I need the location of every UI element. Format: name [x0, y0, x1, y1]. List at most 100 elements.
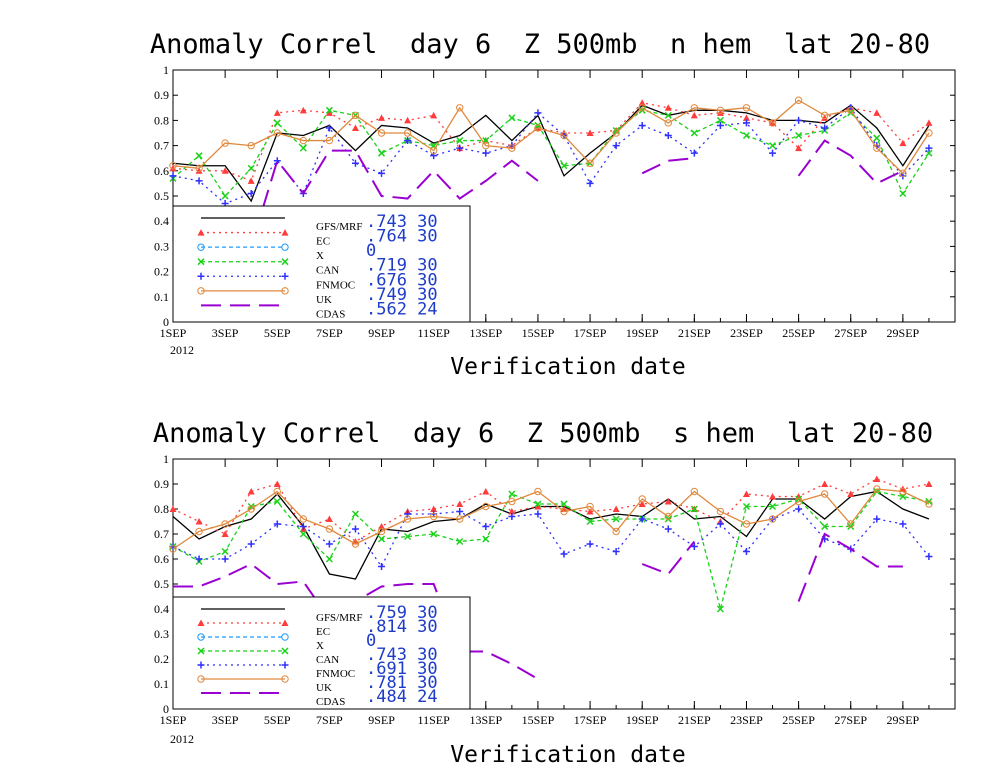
legend-label-can: CAN: [316, 265, 339, 277]
legend-marker-can: [197, 647, 205, 655]
x-tick-label: 17SEP: [574, 713, 607, 727]
data-point-ec: [221, 530, 229, 537]
legend-stat-ec: .814 30: [366, 617, 438, 637]
north-hemisphere-panel: Anomaly Correl day 6 Z 500mb n hem lat 2…: [150, 29, 956, 380]
y-tick-label: 0.3: [154, 239, 169, 253]
data-point-uk: [482, 141, 490, 150]
data-point-fnmoc: [925, 144, 933, 152]
data-point-fnmoc: [247, 540, 255, 548]
legend-box: [172, 205, 471, 323]
data-point-ec: [430, 111, 438, 119]
series-line-ec: [172, 478, 930, 543]
data-point-can: [221, 192, 229, 200]
data-point-fnmoc: [586, 540, 594, 548]
data-point-fnmoc: [664, 132, 672, 140]
data-point-can: [508, 114, 516, 122]
y-tick-label: 0.3: [154, 627, 169, 641]
data-point-uk: [847, 520, 855, 528]
series-line-cdas: [641, 157, 695, 175]
y-tick-label: 0: [163, 702, 169, 716]
data-point-uk: [403, 129, 412, 137]
x-tick-label: 21SEP: [678, 326, 711, 340]
series-line-cdas: [797, 532, 903, 602]
data-point-can: [325, 555, 333, 563]
data-point-uk: [560, 507, 568, 516]
data-point-can: [586, 517, 594, 526]
south-hemisphere-panel: Anomaly Correl day 6 Z 500mb s hem lat 2…: [153, 418, 956, 768]
data-point-uk: [638, 495, 646, 503]
data-point-can: [273, 119, 281, 127]
y-tick-label: 0.9: [154, 88, 169, 102]
data-point-uk: [273, 487, 281, 496]
data-point-fnmoc: [378, 169, 386, 177]
data-point-can: [247, 164, 255, 172]
data-point-fnmoc: [638, 121, 646, 129]
data-point-can: [404, 532, 412, 541]
x-tick-label: 21SEP: [678, 713, 711, 727]
y-tick-label: 0.2: [154, 652, 169, 666]
data-point-uk: [768, 119, 777, 127]
legend-label-x: X: [316, 250, 324, 262]
legend-label-uk: UK: [316, 294, 332, 306]
data-point-ec: [299, 106, 307, 114]
data-point-ec: [378, 523, 386, 530]
legend-label-x: X: [316, 640, 324, 652]
data-point-uk: [742, 104, 751, 112]
y-tick-label: 1: [163, 452, 169, 466]
data-point-fnmoc: [351, 159, 359, 167]
data-point-fnmoc: [612, 142, 620, 150]
data-point-can: [612, 515, 620, 523]
data-point-ec: [664, 498, 672, 505]
x-tick-label: 19SEP: [626, 713, 659, 727]
series-line-uk: [172, 99, 930, 175]
data-point-uk: [377, 527, 386, 536]
data-point-fnmoc: [351, 525, 359, 533]
data-point-ec: [221, 167, 229, 174]
data-point-ec: [378, 114, 386, 121]
data-point-fnmoc: [299, 523, 307, 530]
chart-title-south: Anomaly Correl day 6 Z 500mb s hem lat 2…: [153, 418, 933, 449]
data-point-ec: [456, 500, 464, 507]
y-tick-label: 0.5: [154, 577, 169, 591]
legend-label-gfs-mrf: GFS/MRF: [316, 612, 362, 624]
data-point-can: [690, 129, 698, 137]
data-point-fnmoc: [247, 189, 255, 197]
data-point-ec: [638, 500, 646, 507]
x-tick-label: 29SEP: [887, 713, 920, 727]
legend-entry-gfs-mrf: GFS/MRF .743 30: [201, 212, 438, 233]
data-point-ec: [508, 508, 516, 515]
data-point-ec: [925, 119, 933, 126]
legend-label-fnmoc: FNMOC: [316, 279, 355, 291]
legend-marker-x: [281, 243, 289, 251]
data-point-uk: [169, 162, 177, 170]
data-point-uk: [195, 527, 203, 536]
legend-label-ec: EC: [316, 626, 330, 638]
data-point-can: [456, 137, 464, 145]
x-axis-label-north: Verification date: [450, 354, 685, 380]
data-point-uk: [482, 502, 490, 511]
data-point-can: [742, 131, 750, 140]
data-point-can: [299, 530, 307, 538]
data-point-fnmoc: [534, 109, 542, 117]
data-point-fnmoc: [560, 550, 568, 558]
data-point-can: [560, 500, 568, 508]
legend-marker-can: [281, 258, 289, 266]
data-point-can: [351, 510, 359, 518]
data-point-uk: [456, 104, 464, 112]
data-point-uk: [351, 111, 360, 120]
x-tick-label: 7SEP: [316, 326, 343, 340]
y-tick-label: 0.7: [154, 139, 169, 153]
data-point-fnmoc: [378, 563, 386, 570]
legend-label-cdas: CDAS: [316, 696, 345, 708]
data-point-ec: [847, 490, 855, 497]
data-point-can: [847, 522, 855, 531]
data-point-uk: [508, 497, 516, 506]
legend-stat-uk: .781 30: [366, 673, 438, 693]
y-tick-label: 0.1: [154, 290, 169, 304]
data-point-ec: [430, 505, 438, 512]
legend-marker-ec: [197, 229, 205, 236]
